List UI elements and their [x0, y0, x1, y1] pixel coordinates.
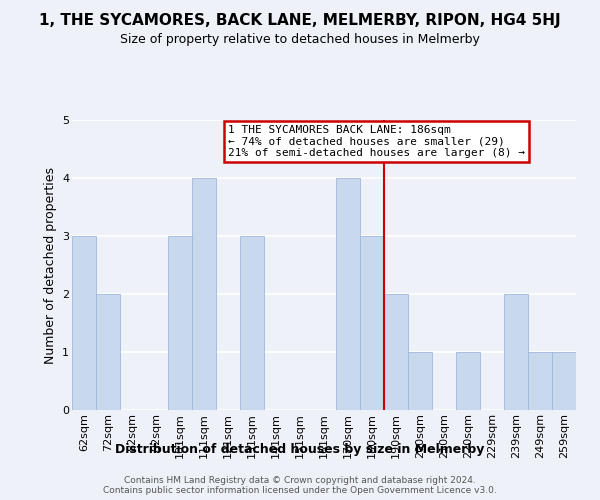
Bar — [72, 236, 96, 410]
Bar — [552, 352, 576, 410]
Text: 1, THE SYCAMORES, BACK LANE, MELMERBY, RIPON, HG4 5HJ: 1, THE SYCAMORES, BACK LANE, MELMERBY, R… — [39, 12, 561, 28]
Bar — [192, 178, 216, 410]
Bar — [240, 236, 264, 410]
Bar — [360, 236, 384, 410]
Bar — [456, 352, 480, 410]
Bar — [96, 294, 120, 410]
Bar — [384, 294, 408, 410]
Text: 1 THE SYCAMORES BACK LANE: 186sqm
← 74% of detached houses are smaller (29)
21% : 1 THE SYCAMORES BACK LANE: 186sqm ← 74% … — [228, 124, 525, 158]
Bar — [168, 236, 192, 410]
Text: Distribution of detached houses by size in Melmerby: Distribution of detached houses by size … — [115, 442, 485, 456]
Y-axis label: Number of detached properties: Number of detached properties — [44, 166, 56, 364]
Text: Contains HM Land Registry data © Crown copyright and database right 2024.
Contai: Contains HM Land Registry data © Crown c… — [103, 476, 497, 495]
Bar — [528, 352, 552, 410]
Bar — [408, 352, 432, 410]
Bar — [336, 178, 360, 410]
Text: Size of property relative to detached houses in Melmerby: Size of property relative to detached ho… — [120, 32, 480, 46]
Bar — [504, 294, 528, 410]
